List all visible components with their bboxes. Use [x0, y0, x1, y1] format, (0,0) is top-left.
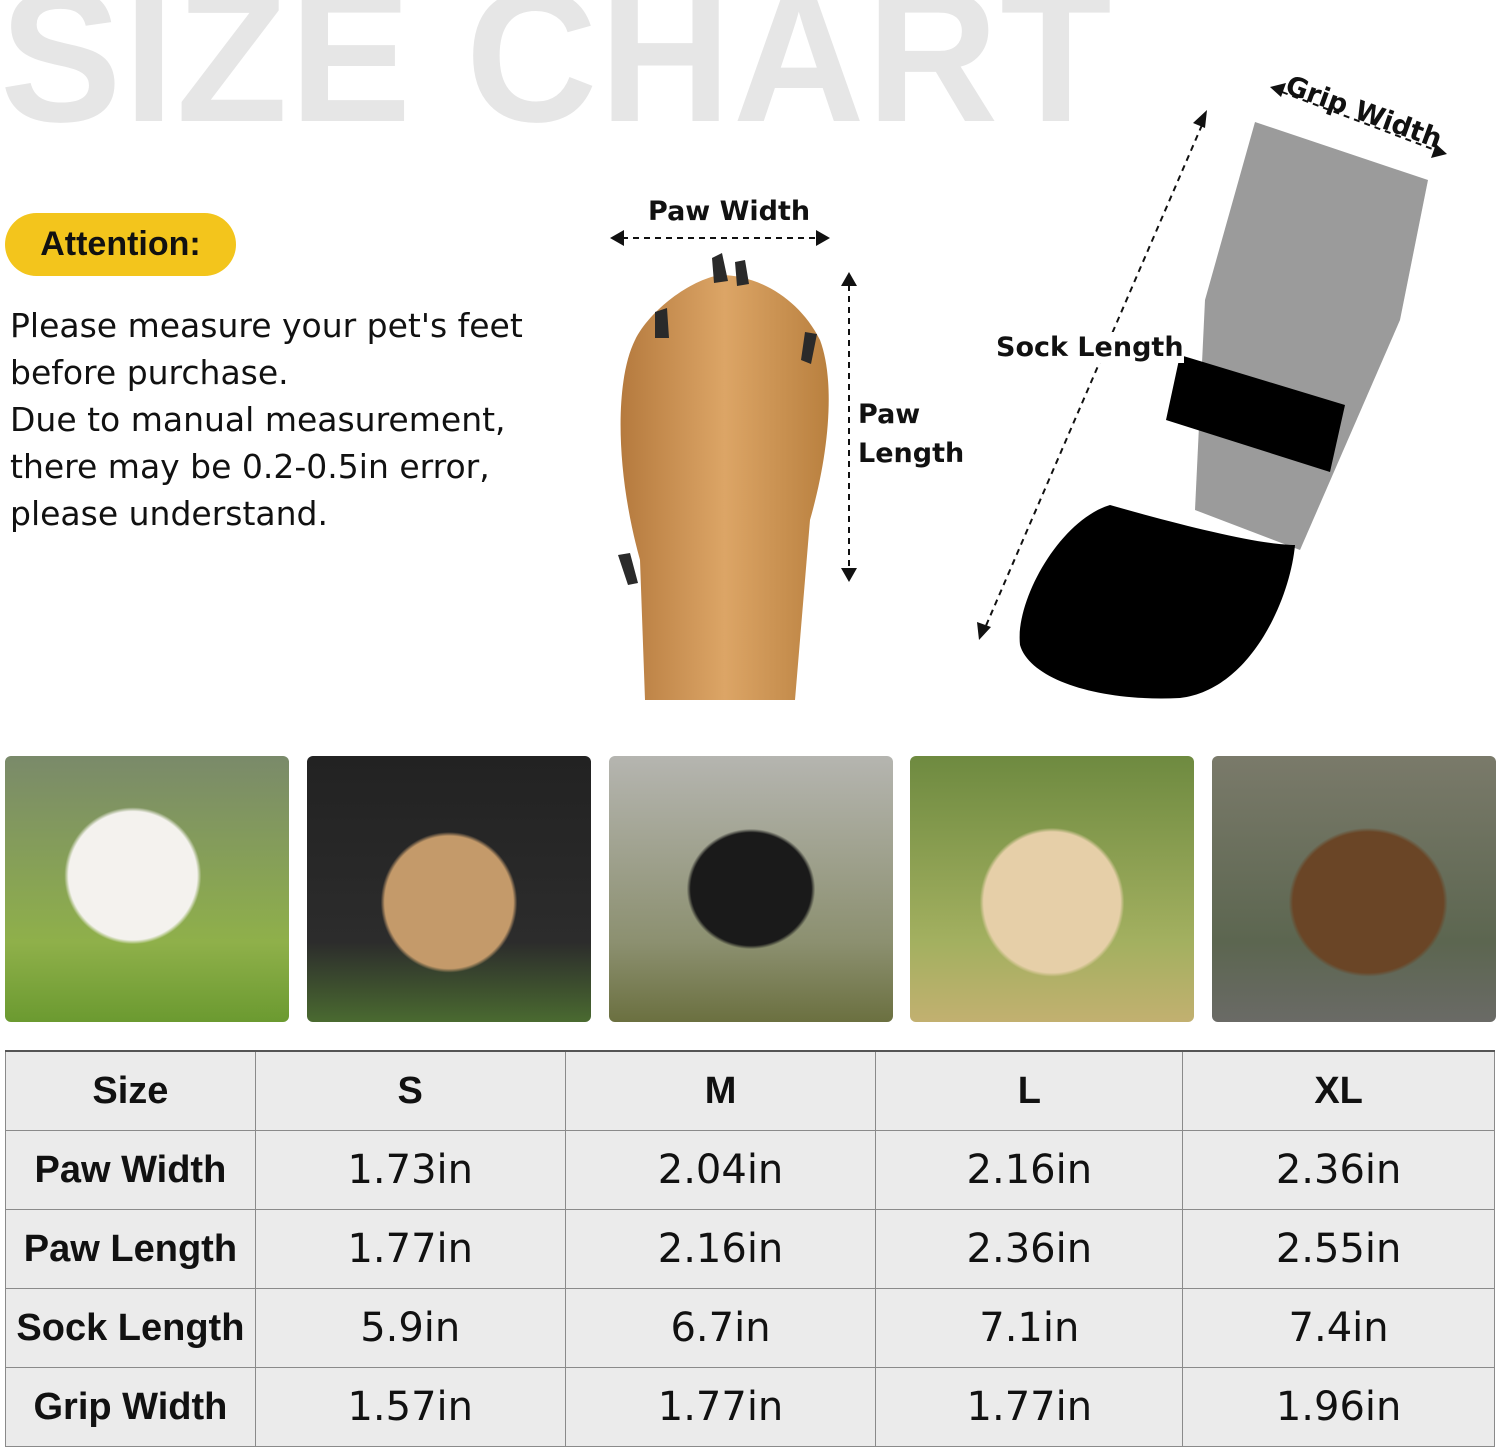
measurement-diagram: [610, 83, 1447, 700]
note-line: before purchase.: [10, 353, 289, 392]
header-cell: L: [875, 1050, 1184, 1131]
page-title: SIZE CHART: [0, 0, 1114, 161]
photo-german-shepherd: [1212, 756, 1496, 1022]
note-line: Please measure your pet's feet: [10, 306, 523, 345]
grip-width-arrow: [1270, 83, 1447, 158]
cell: 6.7in: [564, 1288, 877, 1368]
photo-labrador-retriever: [910, 756, 1194, 1022]
paw-length-arrow: [841, 272, 857, 582]
cell: 7.4in: [1182, 1288, 1495, 1368]
note-line: there may be 0.2-0.5in error,: [10, 447, 490, 486]
table-row: Grip Width 1.57in 1.77in 1.77in 1.96in: [5, 1367, 1495, 1447]
cell: 2.36in: [1182, 1130, 1495, 1210]
cell: 1.77in: [254, 1209, 566, 1289]
table-row: Sock Length 5.9in 6.7in 7.1in 7.4in: [5, 1288, 1495, 1368]
size-table: Size S M L XL Paw Width 1.73in 2.04in 2.…: [5, 1050, 1495, 1447]
header-cell: S: [254, 1050, 566, 1131]
sock-image: [1019, 122, 1428, 699]
paw-width-label: Paw Width: [648, 196, 811, 227]
paw-width-arrow: [610, 230, 830, 246]
note-line: Due to manual measurement,: [10, 400, 506, 439]
cell: 2.16in: [875, 1130, 1184, 1210]
cell: 2.55in: [1182, 1209, 1495, 1289]
attention-badge: Attention:: [5, 213, 236, 276]
row-label: Sock Length: [5, 1288, 256, 1368]
photo-french-bulldog: [307, 756, 591, 1022]
header-cell: M: [564, 1050, 877, 1131]
table-row: Paw Width 1.73in 2.04in 2.16in 2.36in: [5, 1130, 1495, 1210]
photo-west-highland-terrier: [5, 756, 289, 1022]
sock-length-arrow: [977, 110, 1207, 640]
cell: 2.36in: [875, 1209, 1184, 1289]
cell: 1.96in: [1182, 1367, 1495, 1447]
attention-note: Please measure your pet's feet before pu…: [10, 302, 580, 537]
attention-label: Attention:: [40, 225, 201, 263]
table-row: Paw Length 1.77in 2.16in 2.36in 2.55in: [5, 1209, 1495, 1289]
cell: 2.04in: [564, 1130, 877, 1210]
sock-length-label: Sock Length: [996, 332, 1184, 363]
paw-image: [618, 253, 829, 700]
cell: 1.57in: [254, 1367, 566, 1447]
row-label: Paw Width: [5, 1130, 256, 1210]
cell: 1.77in: [875, 1367, 1184, 1447]
paw-length-label-2: Length: [858, 438, 965, 469]
cell: 1.73in: [254, 1130, 566, 1210]
row-label: Grip Width: [5, 1367, 256, 1447]
photo-border-collie: [609, 756, 893, 1022]
note-line: please understand.: [10, 494, 328, 533]
paw-length-label-1: Paw: [858, 399, 921, 430]
header-cell: Size: [5, 1050, 256, 1131]
table-header-row: Size S M L XL: [5, 1050, 1495, 1131]
cell: 5.9in: [254, 1288, 566, 1368]
header-cell: XL: [1182, 1050, 1495, 1131]
cell: 1.77in: [564, 1367, 877, 1447]
cell: 7.1in: [875, 1288, 1184, 1368]
row-label: Paw Length: [5, 1209, 256, 1289]
cell: 2.16in: [564, 1209, 877, 1289]
